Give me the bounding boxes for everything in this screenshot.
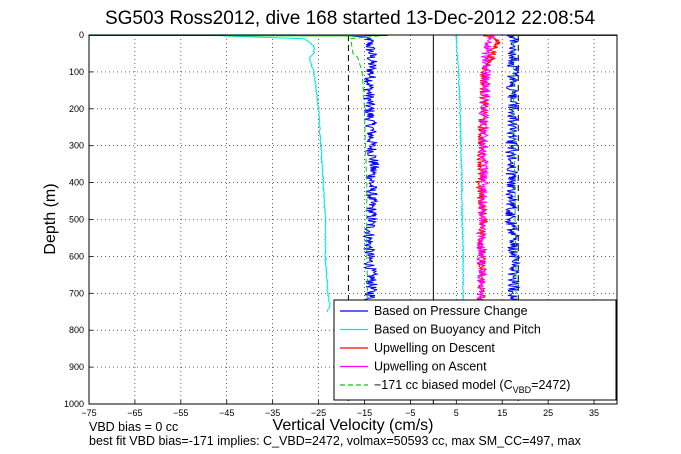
x-tick-label: −35 [265,408,280,418]
y-tick-label: 800 [69,325,84,335]
y-tick-label: 300 [69,141,84,151]
x-tick-label: −45 [219,408,234,418]
x-tick-label: −5 [405,408,415,418]
series-line [475,34,495,307]
y-tick-label: 700 [69,288,84,298]
series-line [513,35,517,310]
series-line [203,34,331,313]
x-tick-label: −15 [357,408,372,418]
legend-label-tail: =2472) [531,378,570,392]
series-line [350,34,388,310]
y-tick-label: 900 [69,362,84,372]
y-tick-label: 0 [79,30,84,40]
legend-label: Based on Buoyancy and Pitch [374,323,541,337]
legend-box [333,299,617,401]
legend-label: Upwelling on Descent [374,341,495,355]
series-line [454,34,465,313]
legend-label-subscript: VBD [513,385,532,395]
axis-ticks: −75 −65 −55 −45 −35 −25 −15 −5 5 15 25 350100200300… [64,30,599,418]
x-tick-label: −75 [81,408,96,418]
x-tick-label: −25 [311,408,326,418]
legend: Based on Pressure Change Based on Buoyanc… [333,299,617,401]
series-line [504,34,521,309]
x-tick-label: −55 [173,408,188,418]
x-tick-label: 25 [543,408,553,418]
y-tick-label: 200 [69,104,84,114]
series-line [474,34,501,307]
y-tick-label: 1000 [64,399,84,409]
legend-label: Based on Pressure Change [374,304,528,318]
y-tick-label: 500 [69,215,84,225]
legend-label: Upwelling on Ascent [374,360,487,374]
x-tick-label: −65 [127,408,142,418]
x-tick-label: 35 [589,408,599,418]
series-group [89,34,617,313]
footer-line-1: VBD bias = 0 cc [89,420,178,434]
x-tick-label: 5 [454,408,459,418]
y-tick-label: 400 [69,178,84,188]
y-tick-label: 600 [69,251,84,261]
y-tick-label: 100 [69,67,84,77]
chart-title: SG503 Ross2012, dive 168 started 13-Dec-… [105,8,596,29]
footer-line-2: best fit VBD bias=-171 implies: C_VBD=24… [89,434,582,448]
x-axis-label: Vertical Velocity (cm/s) [273,417,434,434]
x-tick-label: 15 [497,408,507,418]
y-axis-label: Depth (m) [42,183,59,254]
